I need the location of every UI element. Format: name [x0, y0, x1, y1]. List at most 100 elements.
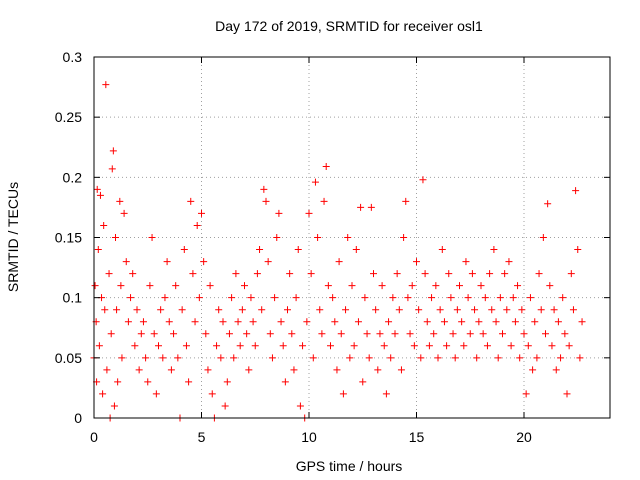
data-point	[423, 318, 431, 326]
data-point	[456, 282, 463, 290]
data-point	[380, 342, 388, 350]
data-point	[335, 258, 343, 266]
data-point	[275, 209, 283, 217]
data-point	[191, 318, 199, 326]
data-point	[277, 318, 285, 326]
data-point	[559, 294, 567, 302]
data-point	[262, 197, 270, 205]
data-point	[290, 366, 298, 374]
data-point	[385, 318, 393, 326]
data-point	[443, 342, 451, 350]
data-point	[202, 330, 210, 338]
y-tick-label: 0	[74, 410, 82, 426]
data-point	[193, 221, 201, 229]
data-point	[395, 306, 403, 314]
data-point	[94, 246, 102, 254]
data-point	[185, 378, 193, 386]
data-point	[438, 246, 446, 254]
data-point	[146, 282, 154, 290]
data-point	[260, 185, 268, 193]
data-point	[406, 330, 414, 338]
data-point	[344, 234, 352, 241]
data-point	[550, 306, 558, 314]
data-point	[531, 318, 539, 326]
data-point	[361, 294, 369, 302]
data-point	[327, 342, 334, 350]
y-axis-label: SRMTID / TECUs	[5, 182, 21, 292]
data-point	[174, 354, 182, 362]
data-point	[554, 318, 562, 326]
data-point	[187, 197, 195, 205]
data-point	[563, 390, 571, 398]
data-point	[490, 246, 498, 254]
data-point	[318, 330, 326, 338]
data-point	[404, 294, 412, 302]
data-point	[100, 221, 108, 229]
data-point	[251, 342, 259, 350]
data-point	[249, 318, 257, 326]
data-point	[268, 354, 276, 362]
y-tick-label: 0.3	[63, 49, 83, 65]
data-point	[537, 306, 545, 314]
data-point	[204, 366, 212, 374]
data-point	[284, 306, 291, 314]
x-tick-label: 20	[516, 429, 532, 445]
data-point	[180, 246, 188, 254]
data-point	[432, 282, 440, 290]
data-point	[281, 378, 289, 386]
y-tick-label: 0.25	[55, 109, 82, 125]
data-point	[514, 282, 522, 290]
data-point	[376, 330, 384, 338]
data-point	[436, 306, 444, 314]
data-point	[305, 209, 313, 217]
data-point	[99, 390, 107, 398]
data-point	[112, 234, 119, 241]
data-point	[499, 330, 506, 338]
data-point	[468, 270, 476, 278]
data-points	[90, 81, 586, 422]
data-point	[529, 366, 537, 374]
data-point	[365, 354, 373, 362]
data-point	[337, 330, 345, 338]
data-point	[95, 342, 103, 350]
data-point	[425, 342, 433, 350]
data-point	[129, 270, 137, 278]
data-point	[102, 81, 110, 89]
data-point	[116, 197, 124, 205]
data-point	[542, 330, 549, 338]
x-axis-ticks: 0 5 10 15 20	[90, 57, 532, 445]
data-point	[449, 330, 457, 338]
data-point	[520, 330, 528, 338]
data-point	[518, 306, 526, 314]
data-point	[266, 330, 274, 338]
data-point	[245, 366, 253, 374]
data-point	[232, 270, 240, 278]
data-point	[215, 306, 223, 314]
data-point	[402, 197, 410, 205]
data-point	[544, 200, 552, 208]
data-point	[247, 294, 255, 302]
data-point	[271, 294, 279, 302]
data-point	[451, 354, 459, 362]
data-point	[320, 197, 328, 205]
data-point	[509, 294, 517, 302]
data-point	[331, 318, 339, 326]
data-point	[133, 306, 141, 314]
data-point	[445, 270, 453, 278]
data-point	[352, 246, 360, 254]
x-tick-label: 15	[409, 429, 425, 445]
data-point	[172, 282, 180, 290]
data-point	[533, 354, 541, 362]
data-point	[516, 354, 524, 362]
data-point	[163, 258, 171, 266]
x-tick-label: 5	[198, 429, 206, 445]
data-point	[346, 354, 354, 362]
y-tick-label: 0.05	[55, 350, 82, 366]
data-point	[253, 270, 261, 278]
data-point	[307, 270, 315, 278]
data-point	[157, 306, 165, 314]
data-point	[148, 234, 156, 241]
data-point	[453, 306, 461, 314]
data-point	[483, 342, 491, 350]
data-point	[569, 306, 577, 314]
